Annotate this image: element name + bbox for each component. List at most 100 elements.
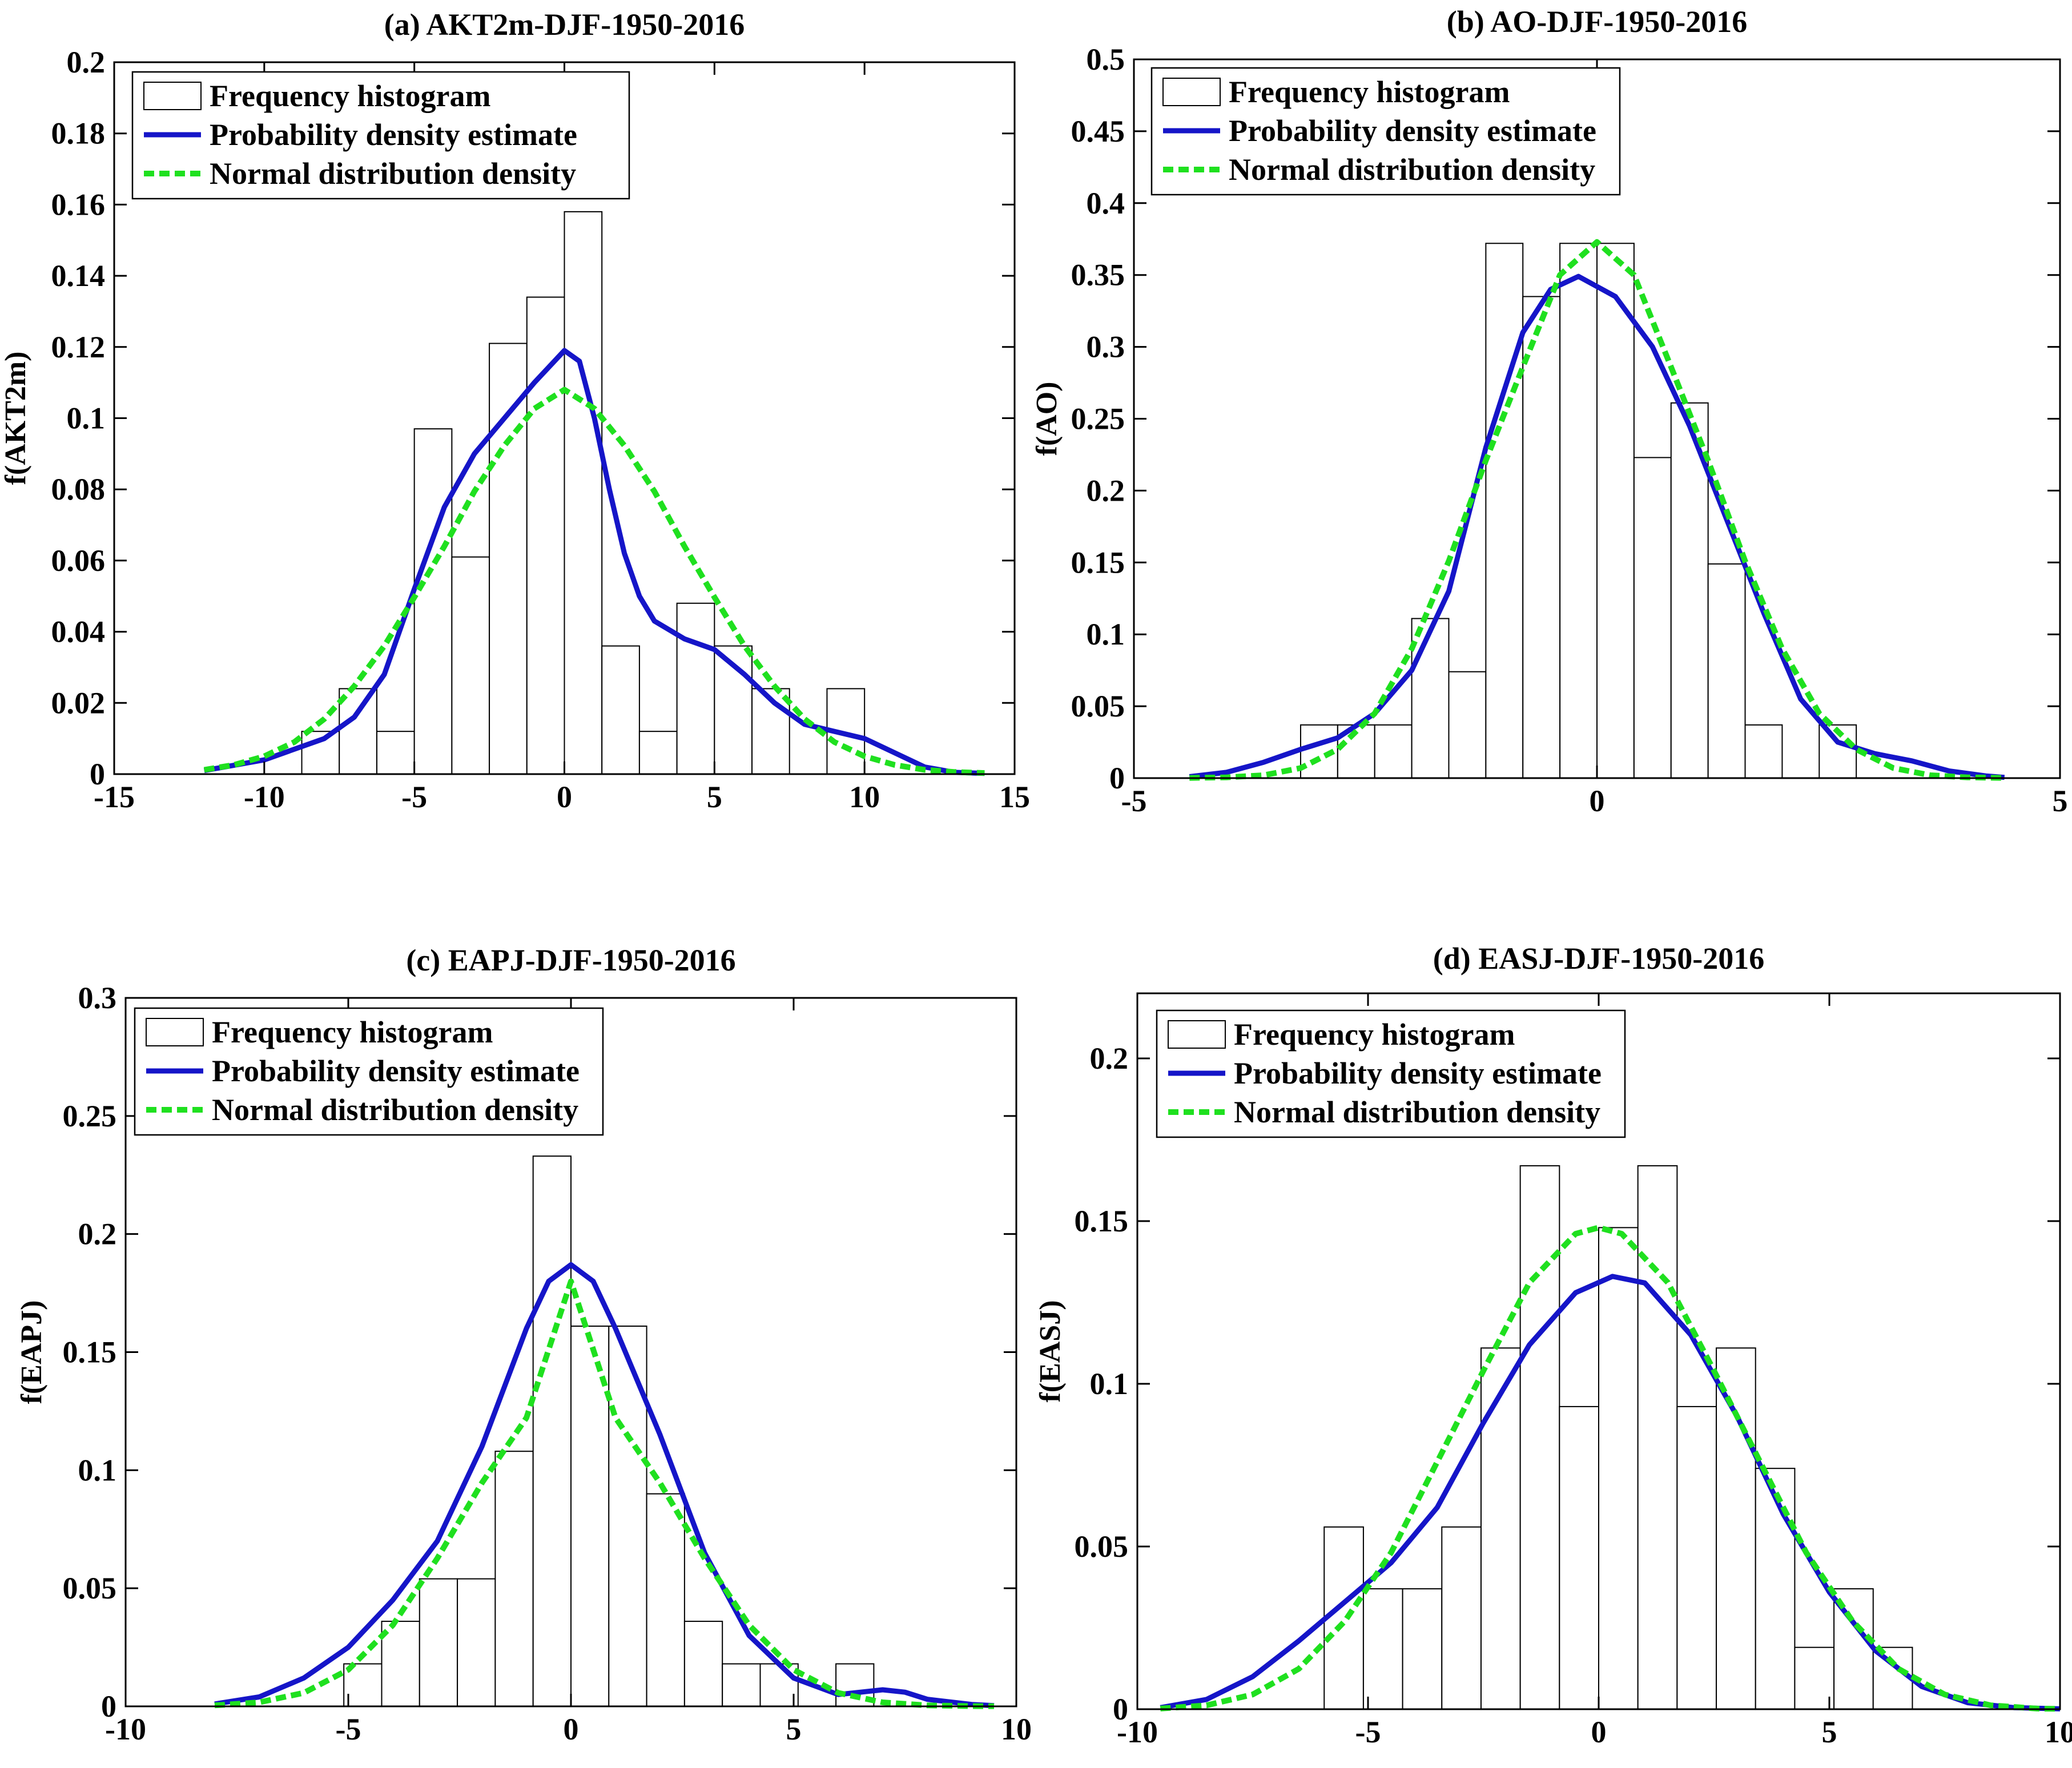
y-tick-label: 0 [101, 1689, 116, 1723]
histogram-bar [1480, 1347, 1521, 1710]
chart-title: (a) AKT2m-DJF-1950-2016 [384, 7, 745, 42]
histogram-bar [376, 731, 415, 775]
x-tick-label: 5 [2053, 784, 2068, 818]
histogram-bar [1374, 724, 1413, 779]
legend-label-normal: Normal distribution density [1229, 152, 1595, 187]
chart-title: (b) AO-DJF-1950-2016 [1447, 5, 1747, 39]
legend-box [1150, 67, 1621, 196]
legend-histogram-swatch [1162, 78, 1221, 106]
x-tick-label: -5 [1355, 1715, 1381, 1749]
y-tick-label: 0.25 [63, 1099, 117, 1133]
y-tick-label: 0 [1109, 761, 1125, 795]
histogram-bar [570, 1325, 610, 1707]
histogram-bar [1744, 724, 1783, 779]
y-tick-label: 0.45 [1071, 114, 1125, 148]
normal-density-line [214, 1278, 995, 1709]
x-tick-label: 10 [1001, 1712, 1032, 1746]
y-tick-label: 0.05 [1075, 1529, 1129, 1564]
normal-density-line [1189, 239, 2005, 781]
legend-label-kde: Probability density estimate [212, 1054, 580, 1088]
histogram-bars [1299, 243, 1857, 779]
y-tick-label: 0.35 [1071, 258, 1125, 292]
x-tick-label: -15 [94, 780, 135, 814]
histogram-bar [1522, 296, 1561, 779]
y-tick-label: 0.2 [1090, 1041, 1129, 1076]
y-tick-label: 0.1 [67, 401, 106, 436]
y-tick-label: 0.2 [78, 1217, 117, 1251]
y-tick-label: 0.1 [1090, 1367, 1129, 1401]
y-tick-label: 0.18 [51, 116, 106, 151]
legend: Frequency histogram Probability density e… [131, 71, 630, 200]
histogram-bar [339, 688, 377, 775]
y-tick-label: 0.2 [1087, 473, 1125, 508]
legend-label-kde: Probability density estimate [210, 118, 577, 152]
x-tick-label: 15 [999, 780, 1030, 814]
x-tick-label: -5 [336, 1712, 361, 1746]
histogram-bars [1323, 1165, 1913, 1710]
y-tick-label: 0.1 [78, 1453, 117, 1487]
legend-label-kde: Probability density estimate [1229, 114, 1596, 148]
legend-label-histogram: Frequency histogram [212, 1015, 493, 1049]
y-tick-label: 0.4 [1087, 186, 1125, 220]
y-axis-label: f(AKT2m) [0, 352, 32, 485]
histogram-bar [1598, 1227, 1639, 1710]
chart-panel-d: -10 -5 0 5 10 0 0.05 0.1 0.15 0.2 (d) EASJ-DJF-195… [1034, 941, 2072, 1749]
x-tick-label: -10 [1117, 1715, 1158, 1749]
y-tick-label: 0.05 [1071, 689, 1125, 723]
histogram-bar [683, 1621, 723, 1707]
histogram-bars [343, 1155, 875, 1707]
x-tick-label: 0 [1590, 784, 1605, 818]
histogram-bar [1676, 1405, 1717, 1710]
histogram-bar [638, 731, 678, 775]
legend-label-histogram: Frequency histogram [210, 79, 490, 113]
y-tick-label: 0.15 [1075, 1204, 1129, 1238]
y-tick-label: 0.02 [51, 686, 106, 720]
histogram-bar [1670, 402, 1709, 779]
y-tick-label: 0.5 [1087, 42, 1125, 76]
histogram-bar [1323, 1526, 1364, 1710]
x-tick-label: -10 [244, 780, 285, 814]
y-tick-label: 0 [90, 757, 105, 791]
y-tick-label: 0.14 [51, 259, 106, 293]
legend-label-normal: Normal distribution density [210, 156, 576, 191]
kde-density-line [214, 1262, 995, 1709]
y-tick-label: 0.15 [63, 1335, 117, 1370]
legend-histogram-swatch [1168, 1020, 1226, 1049]
histogram-bar [494, 1451, 534, 1707]
legend-label-kde: Probability density estimate [1234, 1056, 1602, 1090]
legend-label-histogram: Frequency histogram [1229, 75, 1510, 109]
legend: Frequency histogram Probability density e… [1156, 1009, 1626, 1138]
histogram-bar [1794, 1646, 1835, 1710]
x-tick-label: 5 [786, 1712, 802, 1746]
histogram-bar [1441, 1526, 1482, 1710]
chart-panel-c: -10 -5 0 5 10 0 0.05 0.1 0.15 0.2 0.25 0.3 (c) EAPJ-… [15, 943, 1032, 1746]
histogram-bar [676, 602, 715, 775]
legend-box [1156, 1009, 1626, 1138]
y-tick-label: 0.06 [51, 543, 106, 578]
legend-label-normal: Normal distribution density [212, 1093, 578, 1127]
legend-box [131, 71, 630, 200]
x-tick-label: 10 [2045, 1715, 2072, 1749]
chart-title: (d) EASJ-DJF-1950-2016 [1433, 941, 1764, 976]
chart-panel-a: -15 -10 -5 0 5 10 15 0 0.02 0.04 0.06 0.08 0.1 0.12 0.… [0, 7, 1030, 814]
histogram-bar [1402, 1588, 1443, 1710]
y-tick-label: 0.05 [63, 1571, 117, 1605]
histogram-bar [1596, 243, 1635, 779]
legend-label-normal: Normal distribution density [1234, 1095, 1600, 1129]
histogram-bar [1411, 618, 1450, 779]
histogram-bar [1362, 1588, 1403, 1710]
histogram-bar [1485, 243, 1524, 779]
histogram-bar [457, 1578, 496, 1707]
histogram-bar [532, 1155, 572, 1707]
x-tick-label: 5 [707, 780, 722, 814]
histogram-bar [646, 1493, 685, 1707]
y-tick-label: 0.16 [51, 187, 106, 221]
histogram-bar [1872, 1646, 1913, 1710]
histogram-bar [1559, 243, 1598, 779]
y-tick-label: 0.12 [51, 330, 106, 364]
x-tick-label: 0 [1591, 1715, 1607, 1749]
y-tick-label: 0.1 [1087, 617, 1125, 651]
x-tick-label: -10 [105, 1712, 146, 1746]
y-tick-label: 0.04 [51, 615, 106, 649]
